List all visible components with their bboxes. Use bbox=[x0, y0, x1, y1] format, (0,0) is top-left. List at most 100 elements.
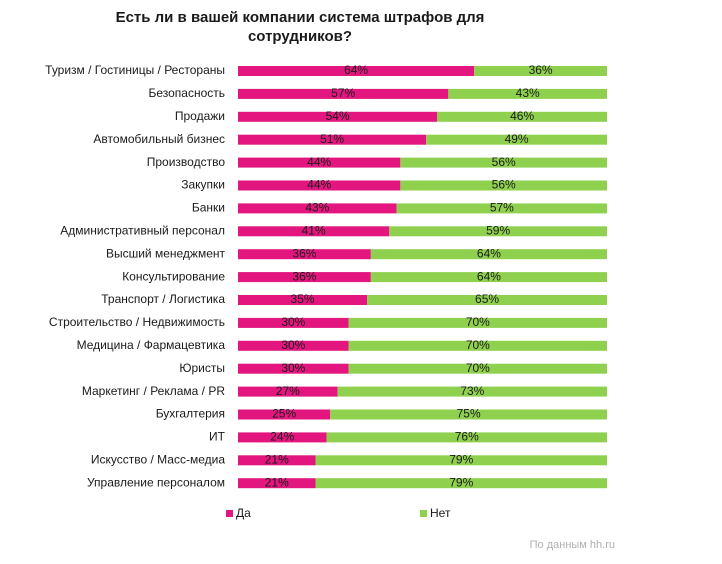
bar-segment bbox=[337, 386, 607, 397]
source-note: По данным hh.ru bbox=[530, 539, 615, 551]
category-label: Закупки bbox=[181, 178, 225, 192]
value-label: 56% bbox=[492, 155, 516, 169]
bar-segment bbox=[238, 272, 371, 283]
value-label: 51% bbox=[320, 132, 344, 146]
value-label: 41% bbox=[302, 223, 326, 237]
value-label: 35% bbox=[291, 292, 315, 306]
chart-title: Есть ли в вашей компании система штрафов… bbox=[116, 9, 485, 26]
bar-segment bbox=[315, 455, 607, 466]
value-label: 44% bbox=[307, 155, 331, 169]
bar-segment bbox=[448, 88, 607, 99]
bar-segment bbox=[238, 317, 349, 328]
bar-segment bbox=[370, 272, 607, 283]
bar-segment bbox=[238, 134, 427, 145]
value-label: 46% bbox=[510, 109, 534, 123]
bar-segment bbox=[238, 409, 331, 420]
value-label: 59% bbox=[486, 223, 510, 237]
value-label: 79% bbox=[449, 452, 473, 466]
bar-segment bbox=[348, 317, 607, 328]
category-label: Высший менеджмент bbox=[106, 246, 226, 260]
bar-segment bbox=[238, 363, 349, 374]
category-label: Продажи bbox=[175, 109, 225, 123]
bar-segment bbox=[474, 66, 607, 76]
bar-segment bbox=[238, 88, 449, 99]
category-label: Производство bbox=[147, 155, 226, 169]
value-label: 36% bbox=[292, 269, 316, 283]
category-label: Медицина / Фармацевтика bbox=[77, 338, 226, 352]
bar-segment bbox=[238, 295, 368, 305]
category-label: ИТ bbox=[209, 430, 226, 444]
category-label: Искусство / Масс-медиа bbox=[91, 452, 225, 466]
value-label: 70% bbox=[466, 361, 490, 375]
bar-segment bbox=[238, 432, 327, 443]
value-label: 30% bbox=[281, 315, 305, 329]
category-label: Маркетинг / Реклама / PR bbox=[82, 384, 225, 398]
bar-segment bbox=[315, 478, 607, 489]
legend-swatch bbox=[226, 510, 233, 517]
bar-segment bbox=[326, 432, 607, 443]
bar-segment bbox=[238, 203, 397, 214]
bar-segment bbox=[348, 363, 607, 374]
legend-label: Нет bbox=[430, 506, 451, 520]
value-label: 36% bbox=[292, 246, 316, 260]
value-label: 70% bbox=[466, 315, 490, 329]
bar-segment bbox=[348, 340, 607, 351]
value-label: 36% bbox=[529, 63, 553, 77]
value-label: 21% bbox=[265, 475, 289, 489]
value-label: 30% bbox=[281, 361, 305, 375]
value-label: 49% bbox=[505, 132, 529, 146]
value-label: 44% bbox=[307, 178, 331, 192]
value-label: 57% bbox=[490, 201, 514, 215]
bar-segment bbox=[238, 455, 316, 466]
category-label: Административный персонал bbox=[60, 223, 225, 237]
bar-segment bbox=[426, 134, 607, 145]
value-label: 76% bbox=[455, 430, 479, 444]
value-label: 64% bbox=[344, 63, 368, 77]
category-label: Бухгалтерия bbox=[156, 407, 225, 421]
category-label: Строительство / Недвижимость bbox=[49, 315, 225, 329]
value-label: 64% bbox=[477, 269, 501, 283]
category-label: Банки bbox=[192, 201, 225, 215]
chart-title: сотрудников? bbox=[248, 28, 352, 45]
bar-segment bbox=[238, 66, 475, 76]
value-label: 65% bbox=[475, 292, 499, 306]
category-label: Безопасность bbox=[148, 86, 225, 100]
value-label: 30% bbox=[281, 338, 305, 352]
bar-segment bbox=[238, 180, 401, 191]
category-label: Консультирование bbox=[122, 269, 225, 283]
bar-segment bbox=[389, 226, 607, 237]
bar-segment bbox=[367, 295, 607, 305]
value-label: 64% bbox=[477, 246, 501, 260]
bar-segment bbox=[396, 203, 607, 214]
category-label: Управление персоналом bbox=[87, 475, 225, 489]
legend-label: Да bbox=[236, 506, 251, 520]
value-label: 75% bbox=[457, 407, 481, 421]
bar-segment bbox=[238, 386, 338, 397]
value-label: 73% bbox=[460, 384, 484, 398]
category-label: Автомобильный бизнес bbox=[93, 132, 225, 146]
category-label: Туризм / Гостиницы / Рестораны bbox=[45, 63, 225, 77]
category-label: Юристы bbox=[179, 361, 225, 375]
bar-segment bbox=[370, 249, 607, 260]
category-label: Транспорт / Логистика bbox=[101, 292, 225, 306]
bar-segment bbox=[238, 340, 349, 351]
value-label: 25% bbox=[272, 407, 296, 421]
value-label: 43% bbox=[305, 201, 329, 215]
value-label: 79% bbox=[449, 475, 473, 489]
value-label: 56% bbox=[492, 178, 516, 192]
value-label: 43% bbox=[516, 86, 540, 100]
value-label: 27% bbox=[276, 384, 300, 398]
value-label: 57% bbox=[331, 86, 355, 100]
bar-segment bbox=[238, 226, 390, 237]
bar-segment bbox=[400, 180, 607, 191]
value-label: 24% bbox=[270, 430, 294, 444]
bar-segment bbox=[437, 111, 607, 122]
bar-segment bbox=[238, 249, 371, 260]
legend-swatch bbox=[420, 510, 427, 517]
value-label: 21% bbox=[265, 452, 289, 466]
bar-segment bbox=[330, 409, 607, 420]
bar-segment bbox=[238, 157, 401, 168]
value-label: 70% bbox=[466, 338, 490, 352]
bar-segment bbox=[238, 111, 438, 122]
bar-segment bbox=[238, 478, 316, 489]
